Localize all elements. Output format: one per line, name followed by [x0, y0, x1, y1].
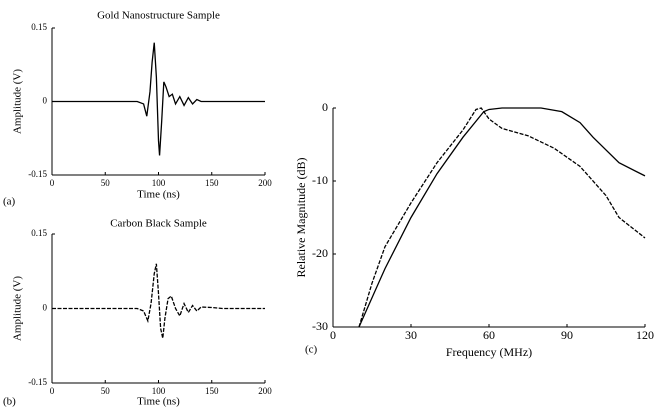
x-tick-label: 30	[405, 328, 417, 342]
panel-label: (c)	[305, 344, 318, 356]
line-series	[358, 107, 646, 328]
y-tick-label: 0.15	[31, 22, 47, 32]
chart-title: Gold Nanostructure Sample	[97, 10, 220, 22]
y-tick-label: -0.15	[28, 169, 47, 179]
y-tick-label: -30	[312, 319, 328, 333]
line-series	[52, 263, 265, 339]
x-tick-label: 120	[636, 328, 654, 342]
y-axis-label: Amplitude (V)	[12, 69, 24, 134]
x-tick-label: 0	[50, 386, 55, 396]
panel-label: (b)	[3, 396, 16, 408]
y-tick-label: 0	[43, 96, 48, 106]
y-tick-label: 0	[322, 100, 328, 114]
x-tick-label: 0	[330, 328, 336, 342]
x-axis-label: Time (ns)	[137, 189, 180, 201]
y-axis-label: Amplitude (V)	[12, 276, 24, 341]
x-tick-label: 50	[101, 178, 111, 188]
y-axis-label: Relative Magnitude (dB)	[294, 158, 308, 278]
line-series	[358, 107, 646, 328]
y-tick-label: 0.15	[31, 228, 47, 238]
x-axis-label: Time (ns)	[137, 396, 180, 408]
x-tick-label: 0	[50, 178, 55, 188]
x-tick-label: 60	[483, 328, 495, 342]
x-tick-label: 200	[258, 386, 272, 396]
x-tick-label: 150	[205, 386, 219, 396]
chart-title: Carbon Black Sample	[110, 218, 207, 230]
x-tick-label: 100	[152, 178, 166, 188]
line-series	[52, 42, 265, 156]
x-tick-label: 200	[258, 178, 272, 188]
panel-label: (a)	[3, 196, 16, 208]
y-tick-label: 0	[43, 303, 48, 313]
y-tick-label: -0.15	[28, 377, 47, 387]
x-tick-label: 90	[561, 328, 573, 342]
y-tick-label: -20	[312, 246, 328, 260]
x-tick-label: 100	[152, 386, 166, 396]
y-tick-label: -10	[312, 173, 328, 187]
x-axis-label: Frequency (MHz)	[446, 345, 532, 359]
x-tick-label: 150	[205, 178, 219, 188]
x-tick-label: 50	[101, 386, 111, 396]
